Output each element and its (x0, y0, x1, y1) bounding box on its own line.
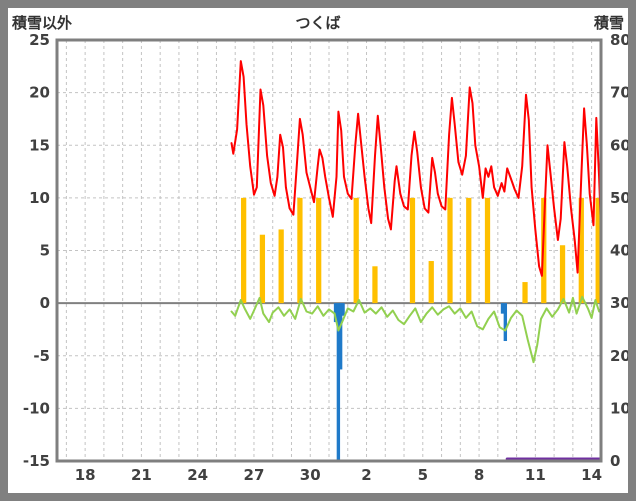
chart-header: 積雪以外 つくば 積雪 (8, 10, 628, 34)
svg-text:24: 24 (187, 466, 208, 484)
svg-text:20: 20 (610, 347, 628, 365)
svg-text:30: 30 (610, 294, 628, 312)
svg-text:27: 27 (244, 466, 265, 484)
svg-text:5: 5 (418, 466, 428, 484)
svg-text:11: 11 (525, 466, 546, 484)
svg-text:70: 70 (610, 84, 628, 102)
svg-text:25: 25 (29, 32, 50, 49)
svg-text:21: 21 (131, 466, 152, 484)
svg-text:-5: -5 (33, 347, 50, 365)
svg-text:0: 0 (610, 452, 620, 470)
svg-text:-10: -10 (23, 399, 50, 417)
svg-text:30: 30 (300, 466, 321, 484)
svg-text:0: 0 (40, 294, 50, 312)
svg-text:18: 18 (75, 466, 96, 484)
svg-text:10: 10 (29, 189, 50, 207)
svg-text:50: 50 (610, 189, 628, 207)
svg-text:20: 20 (29, 84, 50, 102)
svg-text:2: 2 (361, 466, 371, 484)
svg-text:8: 8 (474, 466, 484, 484)
svg-text:-15: -15 (23, 452, 50, 470)
svg-text:14: 14 (581, 466, 602, 484)
svg-text:80: 80 (610, 32, 628, 49)
svg-text:40: 40 (610, 242, 628, 260)
svg-text:5: 5 (40, 242, 50, 260)
chart-svg: 2520151050-5-10-158070605040302010018212… (23, 32, 628, 484)
right-axis-title: 積雪 (593, 14, 624, 32)
svg-text:60: 60 (610, 136, 628, 154)
svg-text:15: 15 (29, 136, 50, 154)
svg-text:10: 10 (610, 399, 628, 417)
left-axis-title: 積雪以外 (12, 14, 73, 32)
page-title: つくば (295, 14, 341, 32)
